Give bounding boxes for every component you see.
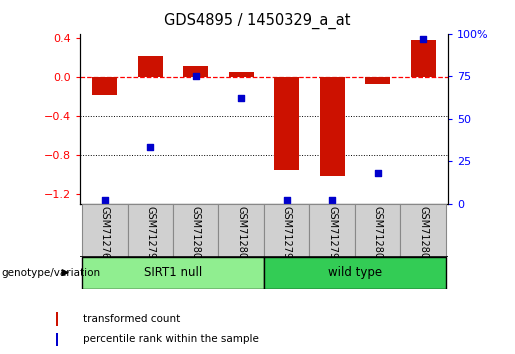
- Bar: [173, 204, 218, 257]
- Bar: [229, 73, 254, 77]
- Bar: [56, 312, 58, 326]
- Text: wild type: wild type: [328, 266, 382, 279]
- Bar: [82, 257, 264, 289]
- Bar: [355, 204, 400, 257]
- Bar: [92, 77, 117, 95]
- Point: [283, 197, 291, 203]
- Text: GDS4895 / 1450329_a_at: GDS4895 / 1450329_a_at: [164, 12, 351, 29]
- Point: [373, 170, 382, 176]
- Text: genotype/variation: genotype/variation: [2, 268, 100, 278]
- Bar: [56, 333, 58, 346]
- Text: GSM712769: GSM712769: [100, 206, 110, 266]
- Text: GSM712799: GSM712799: [327, 206, 337, 266]
- Bar: [264, 257, 446, 289]
- Text: GSM712801: GSM712801: [372, 206, 383, 266]
- Bar: [218, 204, 264, 257]
- Bar: [274, 77, 299, 170]
- Point: [192, 73, 200, 79]
- Bar: [183, 66, 208, 77]
- Point: [419, 36, 427, 41]
- Bar: [365, 77, 390, 84]
- Bar: [138, 56, 163, 77]
- Text: GSM712803: GSM712803: [418, 206, 428, 266]
- Text: GSM712802: GSM712802: [236, 206, 246, 266]
- Bar: [82, 204, 128, 257]
- Point: [328, 197, 336, 203]
- Point: [101, 197, 109, 203]
- Text: GSM712800: GSM712800: [191, 206, 201, 266]
- Point: [237, 95, 245, 101]
- Point: [146, 145, 154, 150]
- Bar: [410, 40, 436, 77]
- Text: SIRT1 null: SIRT1 null: [144, 266, 202, 279]
- Text: GSM712797: GSM712797: [282, 206, 291, 266]
- Bar: [320, 77, 345, 176]
- Bar: [264, 204, 310, 257]
- Text: percentile rank within the sample: percentile rank within the sample: [83, 335, 259, 344]
- Bar: [400, 204, 446, 257]
- Bar: [128, 204, 173, 257]
- Text: transformed count: transformed count: [83, 314, 180, 324]
- Bar: [310, 204, 355, 257]
- Text: GSM712798: GSM712798: [145, 206, 156, 266]
